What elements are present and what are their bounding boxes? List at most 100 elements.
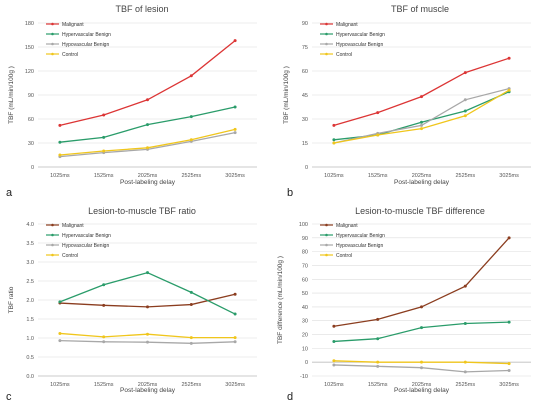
legend-marker [51, 243, 54, 247]
chart-panel-c: 0.0 0.5 1.0 1.5 2.0 2.5 3.0 3.5 4.0 1025ms 1525ms 2… [6, 206, 257, 403]
y-tick-label: 15 [302, 141, 308, 147]
y-tick-label: 2.5 [26, 279, 34, 285]
y-tick-label: 100 [299, 222, 308, 228]
y-tick-label: 3.5 [26, 241, 34, 247]
data-point [102, 149, 106, 153]
y-tick-label: 0 [305, 360, 308, 366]
legend-marker [51, 42, 54, 46]
data-point [332, 359, 336, 363]
data-point [58, 123, 62, 127]
data-point [463, 71, 467, 75]
data-point [332, 339, 336, 343]
data-point [420, 326, 423, 330]
y-tick-label: 0 [305, 165, 308, 171]
data-point [376, 133, 380, 137]
y-tick-label: 180 [25, 21, 34, 27]
data-point [463, 321, 467, 325]
data-point [233, 131, 237, 135]
y-tick-label: 0.0 [26, 374, 34, 380]
panel-letter: c [6, 391, 12, 403]
y-tick-label: 120 [25, 69, 34, 75]
data-point [376, 364, 380, 368]
data-point [376, 317, 380, 321]
chart-title: TBF of lesion [115, 4, 168, 14]
y-axis-label: TBF difference (mL/min/100g ) [277, 256, 284, 344]
x-tick-label: 1525ms [94, 382, 114, 388]
y-tick-label: -10 [300, 374, 308, 380]
data-point [332, 363, 336, 367]
data-point [102, 135, 106, 139]
data-point [332, 141, 336, 145]
legend-marker [325, 32, 328, 36]
panel-letter: d [287, 391, 293, 403]
x-tick-label: 1525ms [368, 382, 388, 388]
data-point [420, 360, 423, 364]
x-tick-label: 1025ms [50, 173, 70, 179]
y-tick-label: 50 [302, 291, 308, 297]
y-tick-label: 4.0 [26, 222, 34, 228]
legend-marker [51, 233, 54, 237]
y-axis-label: TBF (mL/min/100g ) [283, 66, 290, 124]
data-point [420, 95, 423, 99]
legend-label: Hypovascular Benign [62, 42, 109, 48]
legend-marker [51, 253, 54, 257]
legend-marker [325, 253, 328, 257]
panel-letter: b [287, 187, 293, 199]
legend-marker [325, 233, 328, 237]
legend-marker [51, 32, 54, 36]
x-tick-label: 2025ms [138, 382, 158, 388]
x-tick-label: 2025ms [412, 173, 432, 179]
data-point [58, 331, 62, 335]
x-tick-label: 1025ms [50, 382, 70, 388]
chart-panel-b: 0 15 30 45 60 75 90 1025ms 1525ms 2025ms 2525ms 302… [283, 4, 531, 199]
data-point [102, 303, 106, 307]
data-point [507, 320, 511, 324]
data-point [233, 312, 237, 316]
data-point [189, 341, 193, 345]
y-tick-label: 10 [302, 346, 308, 352]
x-tick-label: 2025ms [412, 382, 432, 388]
data-point [102, 335, 106, 339]
legend-label: Hypervascular Benign [62, 32, 111, 38]
legend-marker [325, 22, 328, 26]
data-point [189, 303, 193, 307]
data-point [420, 123, 423, 127]
x-axis-label: Post-labeling delay [394, 387, 450, 394]
data-point [420, 127, 423, 131]
y-tick-label: 30 [302, 319, 308, 325]
data-point [58, 300, 62, 304]
data-point [507, 56, 511, 60]
y-axis-label: TBF (mL/min/100g ) [8, 66, 15, 124]
x-tick-label: 3025ms [499, 173, 519, 179]
x-tick-label: 1025ms [324, 173, 344, 179]
y-tick-label: 1.5 [26, 317, 34, 323]
legend-marker [325, 42, 328, 46]
data-point [189, 74, 193, 78]
data-point [146, 98, 149, 102]
y-tick-label: 30 [302, 117, 308, 123]
chart-title: Lesion-to-muscle TBF difference [355, 206, 485, 216]
data-point [463, 98, 467, 102]
data-point [332, 324, 336, 328]
data-point [376, 337, 380, 341]
y-tick-label: 40 [302, 305, 308, 311]
data-point [376, 111, 380, 115]
data-point [146, 332, 149, 336]
data-point [332, 138, 336, 142]
panel-letter: a [6, 187, 13, 199]
data-point [102, 340, 106, 344]
legend-label: Hypervascular Benign [336, 233, 385, 239]
series-line-0 [333, 237, 510, 327]
data-point [102, 283, 106, 287]
data-point [189, 336, 193, 340]
x-tick-label: 3025ms [499, 382, 519, 388]
legend-label: Hypervascular Benign [336, 32, 385, 38]
data-point [189, 115, 193, 119]
data-point [233, 340, 237, 344]
legend-label: Hypervascular Benign [62, 233, 111, 239]
legend-label: Hypovascular Benign [62, 243, 109, 249]
y-tick-label: 60 [28, 117, 34, 123]
y-tick-label: 90 [28, 93, 34, 99]
data-point [233, 292, 237, 296]
